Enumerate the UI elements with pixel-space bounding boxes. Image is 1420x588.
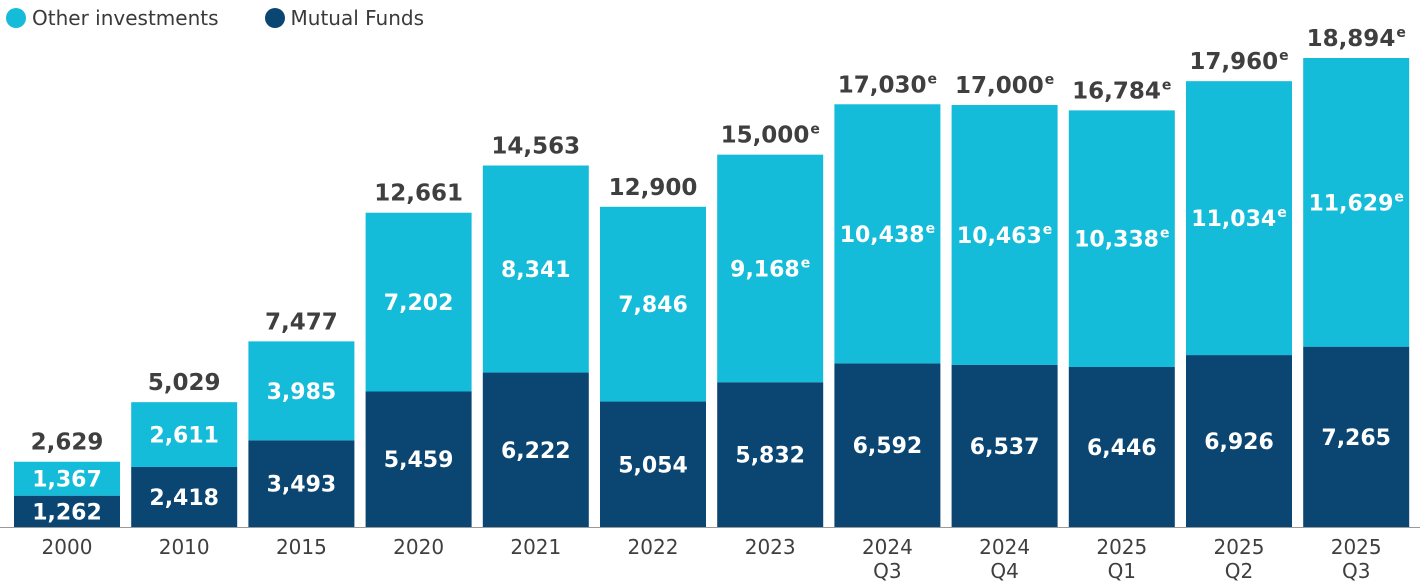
legend-swatch-mutual-funds [264,8,285,28]
bar-mutual-funds-11 [1303,346,1410,527]
legend-swatch-other-investments [6,8,26,28]
x-tick-label-7-line2: Q3 [873,559,901,583]
data-label-mutual-funds-0: 1,262 [32,500,102,525]
data-label-other-investments-9: 10,338e [1074,226,1169,253]
bar-other-investments-9 [1068,110,1175,367]
bar-other-investments-2 [248,341,355,441]
data-label-mutual-funds-6: 5,832 [735,444,805,469]
legend: Other investments Mutual Funds [6,6,470,30]
bar-mutual-funds-6 [717,382,824,527]
bar-other-investments-4 [482,165,589,373]
data-label-other-investments-3: 7,202 [384,291,454,316]
total-label-9: 16,784e [1072,77,1171,104]
bar-other-investments-5 [600,206,706,402]
data-label-other-investments-10: 11,034e [1191,205,1286,232]
bar-mutual-funds-5 [600,401,706,527]
legend-label-other-investments: Other investments [32,6,219,30]
bar-other-investments-1 [131,402,238,467]
total-label-3: 12,661 [374,181,463,207]
x-tick-label-9-line2: Q1 [1108,559,1136,583]
bar-mutual-funds-0 [14,495,120,527]
data-label-mutual-funds-3: 5,459 [384,448,454,473]
data-label-other-investments-5: 7,846 [618,293,688,318]
x-tick-label-9: 2025 [1096,535,1147,559]
bar-mutual-funds-7 [834,363,941,527]
bar-other-investments-8 [951,105,1058,365]
legend-item-mutual-funds: Mutual Funds [264,6,425,30]
total-label-2: 7,477 [265,309,338,335]
data-label-other-investments-7: 10,438e [840,221,935,248]
data-label-other-investments-1: 2,611 [149,424,219,449]
bar-other-investments-0 [14,461,120,496]
data-label-mutual-funds-5: 5,054 [618,453,688,478]
data-label-other-investments-8: 10,463e [957,222,1052,249]
data-label-mutual-funds-2: 3,493 [267,473,337,498]
total-label-5: 12,900 [609,175,698,201]
x-tick-label-6: 2023 [745,535,796,559]
bar-mutual-funds-1 [131,466,238,527]
bar-other-investments-10 [1186,81,1292,356]
data-label-mutual-funds-7: 6,592 [853,434,923,459]
total-label-6: 15,000e [721,122,820,149]
data-label-other-investments-6: 9,168e [730,255,810,282]
data-label-mutual-funds-9: 6,446 [1087,436,1157,461]
x-tick-label-10-line2: Q2 [1225,559,1253,583]
total-label-0: 2,629 [31,430,104,456]
bar-mutual-funds-8 [951,364,1058,527]
bar-mutual-funds-3 [365,391,472,527]
data-label-mutual-funds-1: 2,418 [149,486,219,511]
data-label-other-investments-4: 8,341 [501,258,571,283]
x-tick-label-10: 2025 [1214,535,1265,559]
x-tick-label-2: 2015 [276,535,327,559]
data-label-mutual-funds-4: 6,222 [501,439,571,464]
x-tick-label-0: 2000 [42,535,93,559]
bar-mutual-funds-9 [1068,366,1175,527]
bar-mutual-funds-4 [482,372,589,527]
legend-label-mutual-funds: Mutual Funds [290,6,425,30]
data-label-mutual-funds-8: 6,537 [970,435,1040,460]
legend-item-other-investments: Other investments [6,6,219,30]
total-label-8: 17,000e [955,72,1054,99]
data-label-other-investments-0: 1,367 [32,468,102,493]
bar-other-investments-7 [834,104,941,364]
data-label-other-investments-2: 3,985 [267,380,337,405]
total-label-1: 5,029 [148,370,221,396]
x-tick-label-3: 2020 [393,535,444,559]
data-label-mutual-funds-11: 7,265 [1321,426,1391,451]
x-tick-label-1: 2010 [159,535,210,559]
total-label-4: 14,563 [491,134,580,160]
x-tick-label-11: 2025 [1331,535,1382,559]
x-tick-label-8-line2: Q4 [990,559,1018,583]
x-tick-label-4: 2021 [510,535,561,559]
x-tick-label-7: 2024 [862,535,913,559]
total-label-10: 17,960e [1189,48,1288,75]
x-tick-label-5: 2022 [628,535,679,559]
bar-mutual-funds-10 [1186,355,1292,527]
bar-other-investments-6 [717,154,824,383]
bar-other-investments-3 [365,212,472,392]
data-label-mutual-funds-10: 6,926 [1204,430,1274,455]
x-tick-label-11-line2: Q3 [1342,559,1370,583]
bar-mutual-funds-2 [248,440,355,527]
total-label-7: 17,030e [838,71,937,98]
x-tick-label-8: 2024 [979,535,1030,559]
total-label-11: 18,894e [1307,25,1406,52]
bar-other-investments-11 [1303,58,1410,347]
data-label-other-investments-11: 11,629e [1308,189,1403,216]
